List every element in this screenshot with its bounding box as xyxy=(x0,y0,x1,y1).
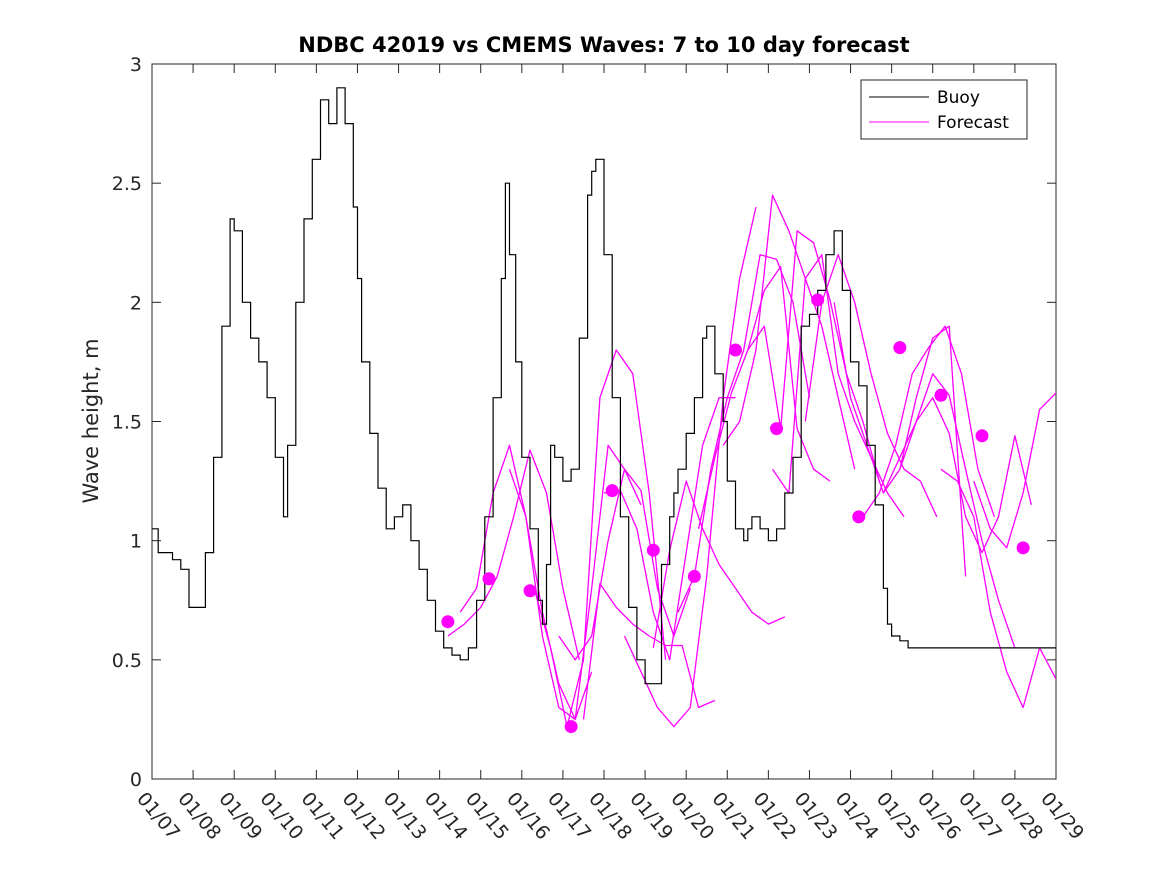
y-tick-label: 1 xyxy=(130,531,142,553)
forecast-line xyxy=(508,444,642,721)
forecast-marker xyxy=(770,422,784,436)
forecast-line xyxy=(747,230,880,482)
legend-box xyxy=(860,79,1028,140)
forecast-line xyxy=(558,468,691,661)
forecast-marker xyxy=(605,484,619,498)
forecast-line xyxy=(771,254,905,518)
forecast-lines xyxy=(447,194,1057,728)
legend-forecast-label: Forecast xyxy=(937,113,1009,133)
chart-title: NDBC 42019 vs CMEMS Waves: 7 to 10 day f… xyxy=(298,33,909,57)
forecast-line xyxy=(603,397,736,661)
forecast-marker xyxy=(687,569,701,583)
forecast-line xyxy=(899,397,1032,554)
forecast-marker xyxy=(523,584,537,598)
forecast-line xyxy=(447,449,580,660)
legend-buoy-label: Buoy xyxy=(937,88,980,108)
forecast-marker xyxy=(482,572,496,586)
forecast-marker xyxy=(564,720,578,734)
forecast-marker xyxy=(1016,541,1030,555)
forecast-marker xyxy=(934,388,948,402)
y-tick-label: 0 xyxy=(130,769,142,791)
y-tick-label: 2 xyxy=(130,292,142,314)
legend: Buoy Forecast xyxy=(860,79,1028,140)
forecast-line xyxy=(973,392,1057,549)
y-tick-label: 0.5 xyxy=(112,650,142,672)
forecast-line xyxy=(677,254,811,613)
buoy-line xyxy=(152,87,1056,685)
forecast-line xyxy=(862,325,996,518)
forecast-line xyxy=(697,265,831,529)
y-axis-ticks: 0 0.5 1 1.5 2 2.5 3 xyxy=(112,54,1056,791)
forecast-marker xyxy=(646,543,660,557)
forecast-marker xyxy=(852,510,866,524)
forecast-line xyxy=(882,373,1016,649)
buoy-series xyxy=(152,87,1056,685)
y-axis-label: Wave height, m xyxy=(79,338,103,503)
forecast-line xyxy=(804,254,938,518)
forecast-markers xyxy=(441,293,1030,734)
y-tick-label: 3 xyxy=(130,54,142,76)
forecast-marker xyxy=(728,343,742,357)
y-tick-label: 1.5 xyxy=(112,412,142,434)
forecast-line xyxy=(652,480,786,649)
forecast-marker xyxy=(811,293,825,307)
forecast-marker xyxy=(975,429,989,443)
forecast-line xyxy=(533,349,667,728)
forecast-marker xyxy=(441,615,455,629)
forecast-marker xyxy=(893,341,907,355)
y-tick-label: 2.5 xyxy=(112,173,142,195)
forecast-line xyxy=(722,194,856,470)
forecast-line xyxy=(940,468,1057,709)
